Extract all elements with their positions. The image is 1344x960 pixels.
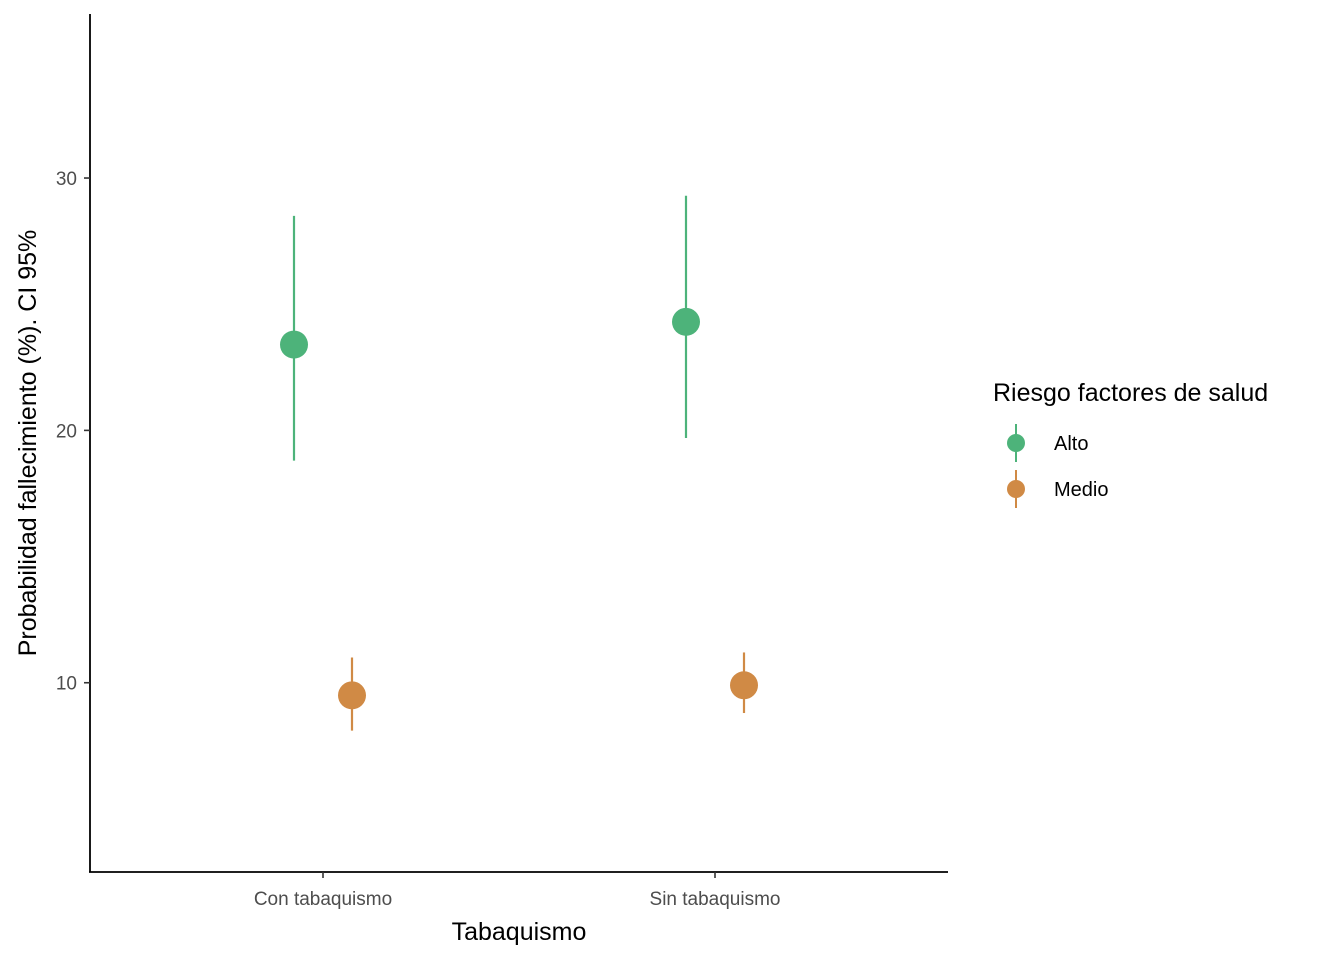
x-axis-ticks: Con tabaquismo Sin tabaquismo xyxy=(254,872,781,910)
y-tick-label: 20 xyxy=(56,421,77,442)
data-point xyxy=(280,330,308,359)
legend-title: Riesgo factores de salud xyxy=(993,379,1268,407)
legend-key-point xyxy=(1007,434,1025,452)
legend-label: Medio xyxy=(1054,479,1108,501)
y-axis-ticks: 10 20 30 xyxy=(56,169,90,695)
data-point xyxy=(730,671,758,700)
y-tick-label: 30 xyxy=(56,169,77,190)
data-marks xyxy=(280,195,758,731)
data-point xyxy=(672,307,700,336)
plot-area: 10 20 30 Con tabaquismo Sin tabaquismo xyxy=(56,14,948,910)
legend-label: Alto xyxy=(1054,433,1088,455)
legend-items: Alto Medio xyxy=(1007,424,1108,508)
y-axis-title: Probabilidad fallecimiento (%). CI 95% xyxy=(14,230,42,657)
legend-key-point xyxy=(1007,480,1025,498)
legend: Riesgo factores de salud Alto Medio xyxy=(993,379,1268,508)
y-tick-label: 10 xyxy=(56,674,77,695)
data-point xyxy=(338,681,366,710)
x-tick-label: Con tabaquismo xyxy=(254,889,392,910)
x-axis-title: Tabaquismo xyxy=(452,918,587,946)
x-tick-label: Sin tabaquismo xyxy=(650,889,781,910)
